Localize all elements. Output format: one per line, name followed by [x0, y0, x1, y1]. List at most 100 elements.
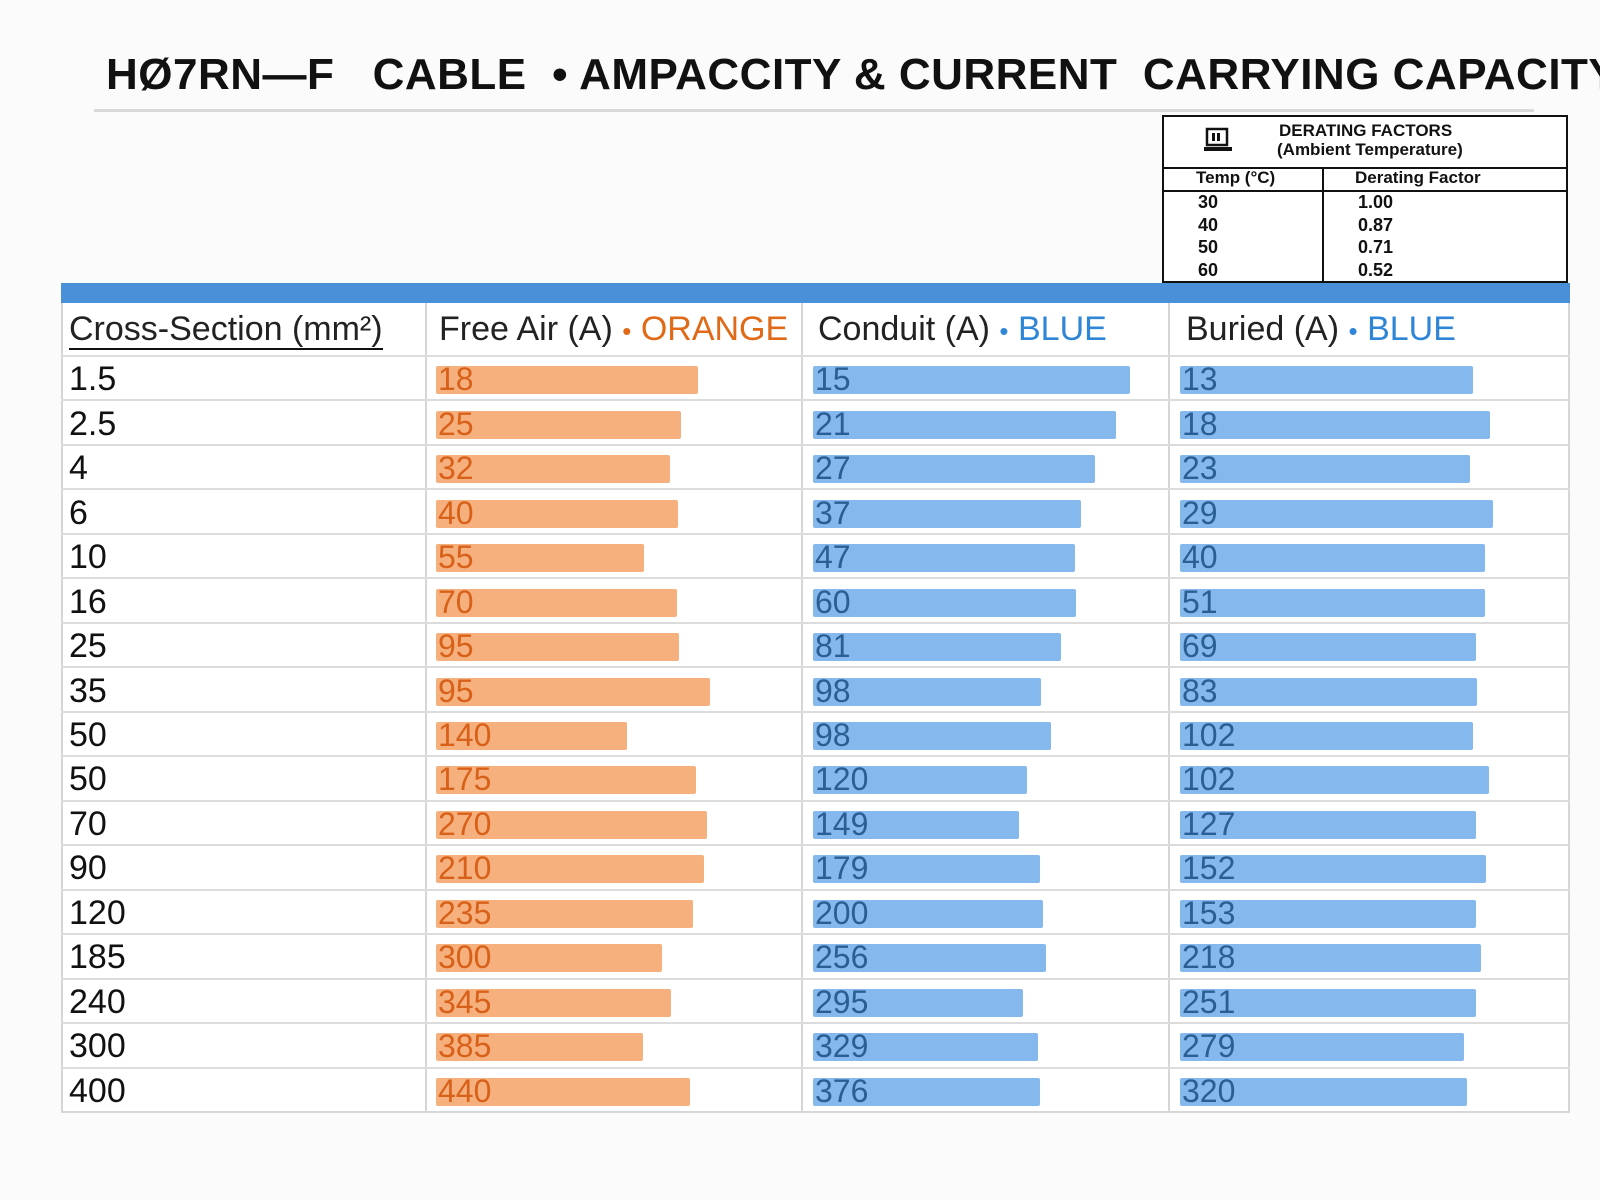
- cross-section-value: 400: [69, 1071, 126, 1110]
- title-separator: •: [552, 50, 569, 99]
- conduit-bar: [813, 944, 1046, 973]
- free-air-value: 345: [438, 983, 492, 1020]
- cross-section-value: 2.5: [69, 404, 117, 443]
- derating-column-divider: [1322, 167, 1324, 283]
- cross-section-value: 16: [69, 582, 107, 621]
- free-air-value: 55: [438, 539, 474, 576]
- header-free-air: Free Air (A) • ORANGE: [439, 303, 788, 355]
- title-main: AMPACCITY & CURRENT CARRYING CAPACITY: [579, 50, 1600, 99]
- buried-bar: [1180, 410, 1490, 439]
- conduit-bar: [813, 588, 1076, 617]
- conduit-value: 120: [815, 761, 869, 798]
- conduit-bar: [813, 1077, 1040, 1106]
- conduit-value: 179: [815, 850, 869, 887]
- free-air-bar: [436, 544, 644, 573]
- conduit-bar: [813, 455, 1095, 484]
- derating-temp: 60: [1198, 259, 1219, 280]
- cross-section-value: 4: [69, 449, 88, 488]
- derating-col-divider: [1164, 190, 1566, 192]
- header-conduit: Conduit (A) • BLUE: [818, 303, 1107, 355]
- ampacity-table: Cross-Section (mm²) Free Air (A) • ORANG…: [61, 303, 1570, 1113]
- buried-bar: [1180, 810, 1476, 839]
- header-cross-section: Cross-Section (mm²): [69, 303, 383, 355]
- buried-value: 152: [1182, 850, 1236, 887]
- free-air-bar: [436, 499, 678, 528]
- header-free-air-color: ORANGE: [640, 310, 789, 348]
- table-row: 50 140 98 102: [61, 710, 1570, 755]
- free-air-value: 95: [438, 628, 474, 665]
- conduit-bar: [813, 810, 1019, 839]
- free-air-bar: [436, 855, 704, 884]
- derating-rows: 30 1.00 40 0.87 50 0.71 60 0.52: [1164, 192, 1566, 282]
- buried-bar: [1180, 366, 1473, 395]
- derating-factor: 0.52: [1358, 259, 1394, 280]
- table-bottom-border: [61, 1111, 1570, 1113]
- conduit-value: 21: [815, 405, 851, 442]
- free-air-bar: [436, 1077, 690, 1106]
- derating-temp: 40: [1198, 214, 1219, 235]
- conduit-value: 81: [815, 628, 851, 665]
- buried-value: 13: [1182, 361, 1218, 398]
- header-free-air-dot: •: [622, 316, 632, 346]
- derating-title: DERATING FACTORS: [1279, 121, 1453, 140]
- conduit-value: 98: [815, 716, 851, 753]
- free-air-value: 25: [438, 405, 474, 442]
- free-air-bar: [436, 988, 671, 1017]
- free-air-value: 385: [438, 1028, 492, 1065]
- cross-section-value: 185: [69, 938, 126, 977]
- derating-temp: 30: [1198, 192, 1219, 212]
- free-air-bar: [436, 766, 696, 795]
- buried-value: 51: [1182, 583, 1218, 620]
- cross-section-value: 10: [69, 538, 107, 577]
- table-row: 300 385 329 279: [61, 1022, 1570, 1066]
- table-row: 120 235 200 153: [61, 888, 1570, 933]
- buried-bar: [1180, 944, 1481, 973]
- free-air-value: 40: [438, 494, 474, 531]
- buried-value: 218: [1182, 939, 1236, 976]
- buried-value: 279: [1182, 1028, 1236, 1065]
- table-row: 2.5 25 21 18: [61, 399, 1570, 443]
- free-air-value: 210: [438, 850, 492, 887]
- header-buried-color: BLUE: [1367, 310, 1456, 348]
- free-air-value: 175: [438, 761, 492, 798]
- conduit-bar: [813, 855, 1040, 884]
- buried-value: 127: [1182, 805, 1236, 842]
- free-air-value: 18: [438, 361, 474, 398]
- table-row: 35 95 98 83: [61, 666, 1570, 710]
- buried-bar: [1180, 455, 1470, 484]
- free-air-value: 32: [438, 450, 474, 487]
- buried-value: 102: [1182, 761, 1236, 798]
- free-air-value: 70: [438, 583, 474, 620]
- free-air-bar: [436, 899, 693, 928]
- table-row: 1.5 18 15 13: [61, 355, 1570, 399]
- free-air-bar: [436, 677, 710, 706]
- conduit-value: 47: [815, 539, 851, 576]
- buried-bar: [1180, 677, 1477, 706]
- buried-bar: [1180, 588, 1485, 617]
- free-air-value: 440: [438, 1072, 492, 1109]
- conduit-bar: [813, 721, 1051, 750]
- derating-row: 30 1.00: [1164, 192, 1566, 215]
- derating-factor: 0.71: [1358, 237, 1394, 257]
- conduit-bar: [813, 499, 1081, 528]
- header-buried-label: Buried (A): [1186, 310, 1340, 348]
- column-divider: [425, 303, 427, 1113]
- column-divider: [801, 303, 803, 1113]
- buried-bar: [1180, 1077, 1467, 1106]
- table-row: 10 55 47 40: [61, 532, 1570, 577]
- table-row: 25 95 81 69: [61, 621, 1570, 666]
- free-air-bar: [436, 810, 707, 839]
- table-left-border: [61, 303, 63, 1113]
- cross-section-value: 50: [69, 760, 107, 799]
- buried-value: 251: [1182, 983, 1236, 1020]
- free-air-bar: [436, 455, 670, 484]
- cross-section-value: 120: [69, 893, 126, 932]
- free-air-bar: [436, 588, 677, 617]
- page-title: HØ7RN—F CABLE • AMPACCITY & CURRENT CARR…: [106, 50, 1600, 100]
- free-air-bar: [436, 633, 679, 662]
- conduit-bar: [813, 633, 1061, 662]
- table-row: 240 345 295 251: [61, 977, 1570, 1022]
- derating-row: 50 0.71: [1164, 237, 1566, 260]
- header-buried-dot: •: [1348, 316, 1358, 346]
- buried-value: 40: [1182, 539, 1218, 576]
